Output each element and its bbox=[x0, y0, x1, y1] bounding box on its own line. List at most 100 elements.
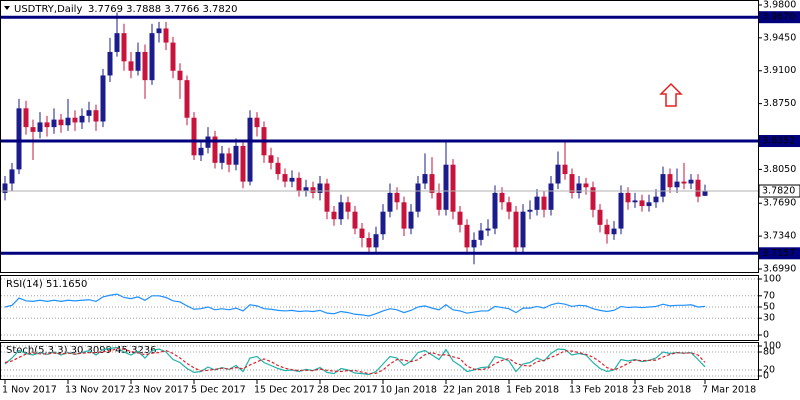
level-label-box bbox=[759, 247, 800, 260]
candle-body bbox=[79, 115, 85, 123]
indicator-line bbox=[4, 293, 706, 317]
candle-body bbox=[58, 119, 64, 126]
candle-body bbox=[212, 136, 218, 163]
candle-body bbox=[415, 183, 421, 212]
candle-body bbox=[142, 51, 148, 81]
rsi-title: RSI(14) 51.1650 bbox=[6, 279, 87, 290]
candle-body bbox=[310, 187, 316, 193]
candle-body bbox=[380, 211, 386, 235]
candle-body bbox=[191, 117, 197, 156]
candle-body bbox=[590, 187, 596, 210]
candle-body bbox=[569, 174, 575, 193]
x-tick-label: 1 Nov 2017 bbox=[2, 385, 57, 396]
candle-body bbox=[429, 174, 435, 193]
candle-body bbox=[345, 202, 351, 212]
y-tick-label: 3.9100 bbox=[763, 65, 796, 76]
candle-body bbox=[366, 237, 372, 248]
candle-body bbox=[163, 28, 169, 43]
level-label: 3.8352 bbox=[762, 136, 795, 147]
candle-body bbox=[443, 164, 449, 210]
candle-body bbox=[562, 164, 568, 175]
menu-arrow[interactable] bbox=[4, 6, 10, 10]
level-label: 3.7157 bbox=[762, 248, 795, 259]
y-tick-label: 30 bbox=[763, 313, 775, 324]
candle-body bbox=[324, 183, 330, 212]
candle-body bbox=[639, 200, 645, 207]
candle-body bbox=[184, 80, 190, 118]
candle-body bbox=[51, 119, 57, 128]
candle-body bbox=[646, 202, 652, 207]
rsi-panel bbox=[0, 275, 759, 341]
x-tick-label: 23 Feb 2018 bbox=[632, 385, 691, 396]
x-tick-label: 13 Nov 2017 bbox=[65, 385, 126, 396]
candle-body bbox=[387, 192, 393, 212]
candle-body bbox=[478, 230, 484, 240]
candle-body bbox=[667, 174, 673, 188]
candle-body bbox=[23, 108, 29, 128]
candle-body bbox=[65, 117, 71, 126]
y-tick-label: 3.8050 bbox=[763, 164, 796, 175]
candle-body bbox=[660, 174, 666, 197]
indicator-line bbox=[4, 346, 706, 376]
candle-body bbox=[541, 196, 547, 210]
x-tick-label: 10 Jan 2018 bbox=[380, 385, 437, 396]
candle-body bbox=[520, 211, 526, 248]
candle-body bbox=[30, 127, 36, 132]
candle-body bbox=[44, 122, 50, 128]
y-tick-label: 0 bbox=[763, 371, 769, 382]
candle-body bbox=[492, 192, 498, 229]
y-tick-label: 70 bbox=[763, 290, 775, 301]
y-tick-label: 100 bbox=[763, 274, 781, 285]
candle-body bbox=[555, 164, 561, 184]
candle-body bbox=[506, 202, 512, 212]
candle-body bbox=[9, 169, 15, 184]
candle-body bbox=[688, 179, 694, 184]
x-tick-label: 15 Dec 2017 bbox=[254, 385, 315, 396]
candle-body bbox=[527, 209, 533, 212]
candle-body bbox=[93, 110, 99, 122]
candle-body bbox=[373, 234, 379, 248]
candle-body bbox=[240, 145, 246, 182]
candle-body bbox=[436, 192, 442, 210]
candle-body bbox=[401, 202, 407, 229]
y-tick-label: 100 bbox=[763, 341, 781, 352]
candle-body bbox=[653, 196, 659, 203]
candle-body bbox=[352, 211, 358, 229]
candle-body bbox=[450, 164, 456, 212]
candle-body bbox=[198, 147, 204, 156]
x-tick-label: 1 Feb 2018 bbox=[506, 385, 559, 396]
stoch-title: Stoch(5,3,3) 30.3099 45.3236 bbox=[6, 345, 157, 356]
candle-body bbox=[282, 174, 288, 182]
current-price-label: 3.7820 bbox=[762, 186, 795, 197]
level-label: 3.9670 bbox=[762, 12, 795, 23]
candle-body bbox=[170, 42, 176, 71]
candle-body bbox=[457, 211, 463, 225]
candle-body bbox=[695, 179, 701, 197]
candle-body bbox=[72, 117, 78, 123]
x-tick-label: 5 Dec 2017 bbox=[191, 385, 246, 396]
candle-body bbox=[121, 33, 127, 62]
y-tick-label: 80 bbox=[763, 347, 775, 358]
candle-body bbox=[422, 174, 428, 184]
candle-body bbox=[135, 51, 141, 71]
candle-body bbox=[317, 183, 323, 193]
candle-body bbox=[226, 153, 232, 165]
candle-body bbox=[394, 192, 400, 203]
y-tick-label: 50 bbox=[763, 302, 775, 313]
candle-body bbox=[338, 202, 344, 220]
level-label-box bbox=[759, 11, 800, 24]
candle-body bbox=[289, 177, 295, 182]
candle-body bbox=[674, 181, 680, 188]
candle-body bbox=[604, 224, 610, 235]
candle-body bbox=[597, 209, 603, 225]
ohlc-text: 3.7769 3.7888 3.7766 3.7820 bbox=[88, 4, 238, 15]
candle-body bbox=[100, 75, 106, 122]
candle-body bbox=[331, 211, 337, 220]
candle-body bbox=[303, 187, 309, 192]
candle-body bbox=[107, 51, 113, 76]
candle-body bbox=[114, 33, 120, 52]
candle-body bbox=[268, 155, 274, 163]
candle-body bbox=[296, 177, 302, 192]
candle-body bbox=[149, 33, 155, 81]
